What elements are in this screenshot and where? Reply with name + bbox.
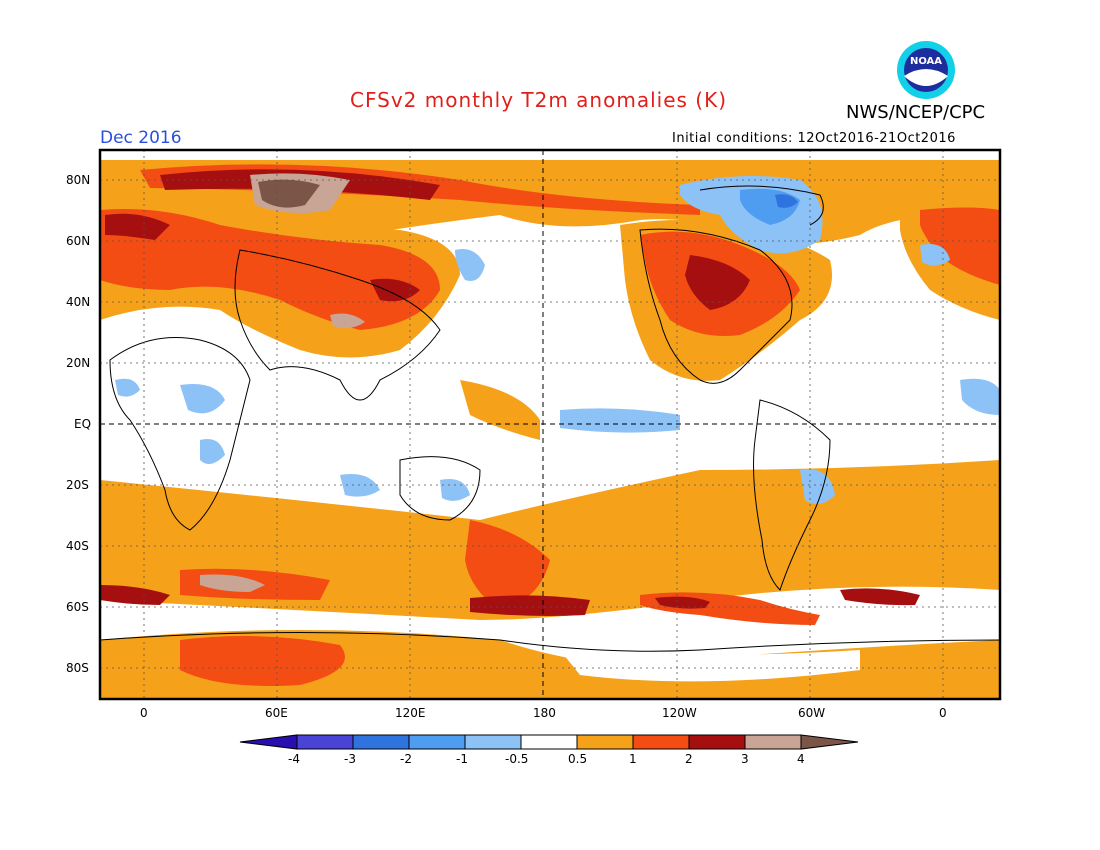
equator-dateline: [100, 150, 1000, 699]
colorbar-label: -0.5: [505, 752, 529, 766]
lon-label: 120W: [662, 706, 697, 720]
lat-label: 60N: [66, 234, 91, 248]
colorbar-label: 3: [741, 752, 749, 766]
anomaly-fields: [100, 160, 1000, 699]
colorbar-seg: [239, 734, 298, 750]
lon-label: 60E: [265, 706, 288, 720]
lat-label: 60S: [66, 600, 89, 614]
colorbar-label: -1: [456, 752, 468, 766]
lon-label: 0: [140, 706, 148, 720]
lon-label: 180: [533, 706, 556, 720]
lat-label: 40N: [66, 295, 91, 309]
graticule: [100, 150, 1000, 699]
valid-month-label: Dec 2016: [100, 128, 182, 148]
lat-label: 20N: [66, 356, 91, 370]
lat-label: 40S: [66, 539, 89, 553]
colorbar-seg: [688, 734, 746, 750]
noaa-logo: NOAA: [897, 41, 955, 99]
colorbar-seg: [408, 734, 466, 750]
colorbar-label: -4: [288, 752, 300, 766]
colorbar-seg: [576, 734, 634, 750]
organization-label: NWS/NCEP/CPC: [846, 102, 986, 123]
lat-label: 20S: [66, 478, 89, 492]
map-frame: [98, 148, 1002, 701]
colorbar: [239, 734, 859, 750]
lat-label: EQ: [74, 417, 92, 431]
colorbar-seg: [352, 734, 410, 750]
colorbar-label: 2: [685, 752, 693, 766]
colorbar-seg: [632, 734, 690, 750]
colorbar-label: 1: [629, 752, 637, 766]
lon-label: 0: [939, 706, 947, 720]
colorbar-seg: [464, 734, 522, 750]
colorbar-seg: [744, 734, 802, 750]
lon-label: 60W: [798, 706, 826, 720]
logo-text: NOAA: [910, 56, 942, 67]
chart-title: CFSv2 monthly T2m anomalies (K): [350, 88, 727, 112]
lat-label: 80N: [66, 173, 91, 187]
colorbar-label: -2: [400, 752, 412, 766]
coastlines: [100, 185, 1000, 652]
initial-conditions-label: Initial conditions: 12Oct2016-21Oct2016: [672, 131, 956, 146]
colorbar-label: 4: [797, 752, 805, 766]
lon-label: 120E: [395, 706, 426, 720]
colorbar-label: 0.5: [568, 752, 588, 766]
lat-label: 80S: [66, 661, 89, 675]
colorbar-seg: [296, 734, 354, 750]
colorbar-label: -3: [344, 752, 356, 766]
colorbar-seg: [800, 734, 859, 750]
colorbar-seg: [520, 734, 578, 750]
